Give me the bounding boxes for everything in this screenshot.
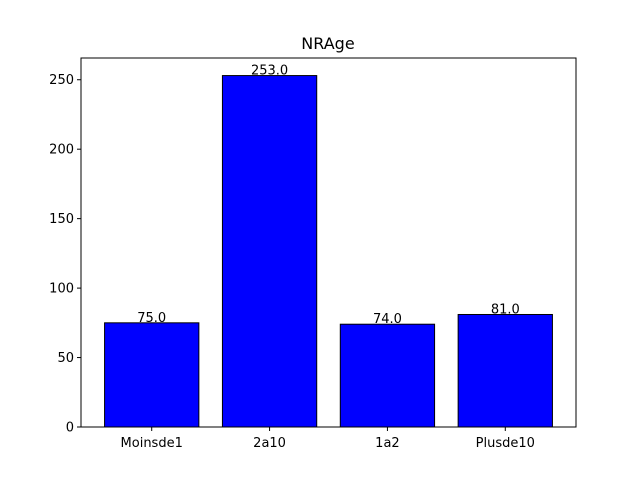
data-label: 75.0 [137, 311, 166, 326]
bar [221, 75, 318, 428]
x-tick-label: 2a10 [253, 436, 286, 451]
bar [104, 322, 200, 428]
x-tick-label: Plusde10 [476, 436, 535, 451]
x-tick-label: Moinsde1 [121, 436, 183, 451]
y-tick-label: 200 [49, 143, 74, 158]
y-tick-label: 50 [57, 351, 74, 366]
y-tick-label: 0 [66, 421, 74, 436]
y-tick-label: 150 [49, 212, 74, 227]
y-tick-label: 100 [49, 282, 74, 297]
y-tick-label: 250 [49, 73, 74, 88]
x-tick-label: 1a2 [375, 436, 400, 451]
plot-area: 75.0 253.0 74.0 81.0 0 50 100 150 200 250 Moinsde1… [49, 57, 577, 451]
plot-frame [80, 57, 577, 428]
bar [457, 313, 553, 428]
data-label: 253.0 [251, 64, 288, 79]
chart-title: NRAge [301, 34, 354, 53]
data-label: 74.0 [373, 312, 402, 327]
bar [339, 323, 436, 428]
data-label: 81.0 [491, 302, 520, 317]
